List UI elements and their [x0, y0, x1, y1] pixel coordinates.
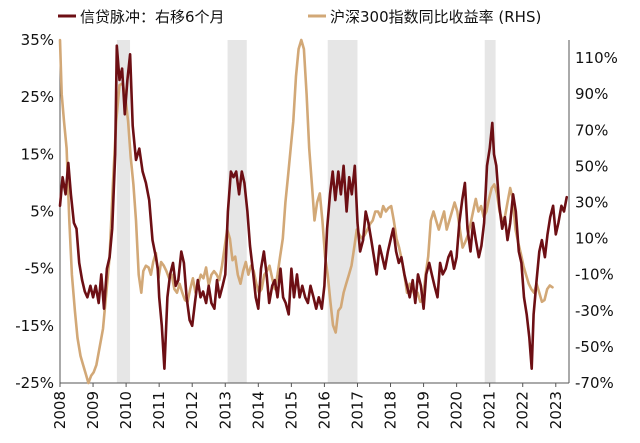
- left-tick-label: -15%: [15, 317, 54, 335]
- x-tick-label: 2014: [249, 391, 267, 429]
- legend-label-credit-impulse: 信贷脉冲：右移6个月: [80, 8, 225, 26]
- series-lines: [58, 38, 568, 385]
- left-tick-label: 35%: [21, 31, 54, 49]
- x-tick-label: 2021: [481, 391, 499, 429]
- legend: 信贷脉冲：右移6个月 沪深300指数同比收益率 (RHS): [58, 8, 541, 26]
- x-tick-label: 2020: [448, 391, 466, 429]
- series-line-credit-impulse: [58, 44, 568, 370]
- right-tick-label: 10%: [575, 230, 608, 248]
- left-tick-label: 15%: [21, 145, 54, 163]
- left-axis-ticks: 35% 25% 15% 5% -5% -15% -25%: [15, 31, 54, 392]
- right-tick-label: -70%: [575, 374, 614, 392]
- x-tick-label: 2011: [150, 391, 168, 429]
- shaded-periods: [116, 40, 496, 383]
- series-line-csi300: [58, 38, 554, 385]
- x-tick-label: 2009: [84, 391, 102, 429]
- left-tick-label: 5%: [30, 203, 54, 221]
- right-tick-label: -30%: [575, 302, 614, 320]
- left-tick-label: -25%: [15, 374, 54, 392]
- shaded-period-4: [484, 40, 496, 383]
- right-tick-label: 70%: [575, 121, 608, 139]
- x-axis-ticks: 2008 2009 2010 2011 2012 2013 2014 2015 2016 2017…: [51, 383, 565, 429]
- x-tick-label: 2012: [183, 391, 201, 429]
- right-tick-label: -50%: [575, 338, 614, 356]
- x-tick-label: 2016: [315, 391, 333, 429]
- x-tick-label: 2010: [117, 391, 135, 429]
- left-tick-label: 25%: [21, 88, 54, 106]
- legend-label-csi300: 沪深300指数同比收益率 (RHS): [330, 8, 541, 26]
- x-tick-label: 2017: [348, 391, 366, 429]
- left-tick-label: -5%: [25, 260, 54, 278]
- x-tick-label: 2023: [547, 391, 565, 429]
- x-tick-label: 2019: [415, 391, 433, 429]
- shaded-period-3: [327, 40, 358, 383]
- right-tick-label: 110%: [575, 49, 618, 67]
- x-tick-label: 2008: [51, 391, 69, 429]
- right-tick-label: 50%: [575, 157, 608, 175]
- shaded-period-1: [116, 40, 131, 383]
- right-axis-ticks: 110% 90% 70% 50% 30% 10% -10% -30% -50% -70%: [575, 49, 618, 392]
- shaded-period-2: [227, 40, 247, 383]
- x-tick-label: 2013: [216, 391, 234, 429]
- x-tick-label: 2018: [382, 391, 400, 429]
- right-tick-label: -10%: [575, 266, 614, 284]
- x-tick-label: 2015: [282, 391, 300, 429]
- x-tick-label: 2022: [514, 391, 532, 429]
- right-tick-label: 30%: [575, 193, 608, 211]
- right-tick-label: 90%: [575, 85, 608, 103]
- axis-frame: [59, 40, 570, 384]
